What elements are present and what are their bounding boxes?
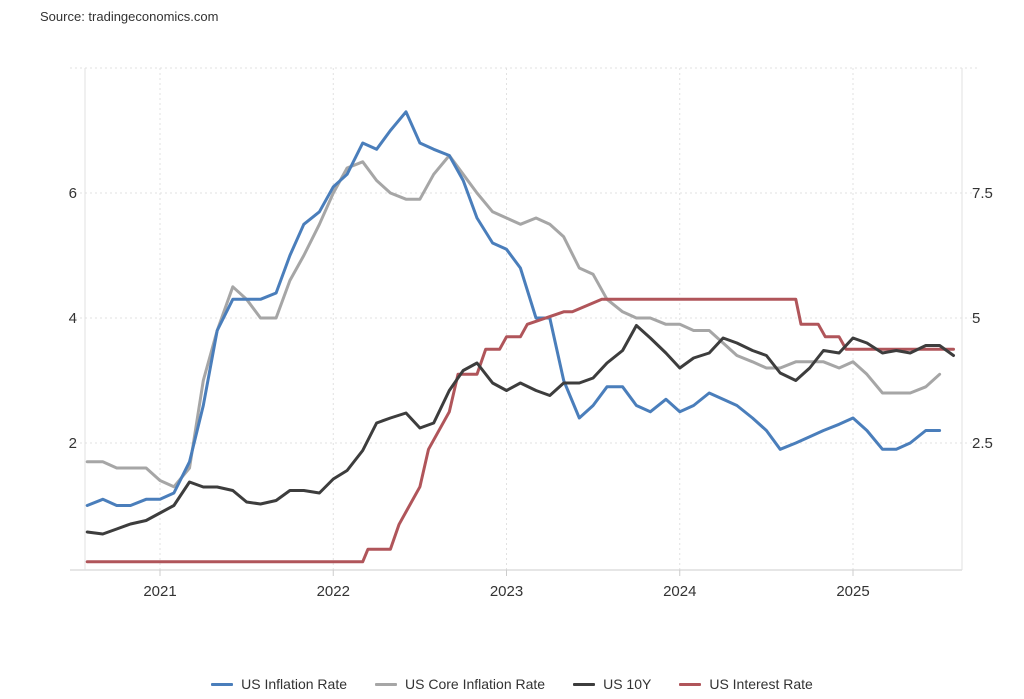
x-tick-label: 2022 xyxy=(317,583,350,600)
y-right-tick-label: 2.5 xyxy=(972,435,993,452)
legend-swatch xyxy=(573,682,596,686)
tick-labels: 2021 2022 2023 2024 2025 2 4 6 2.5 5 7.5 xyxy=(69,185,993,600)
y-left-tick-label: 2 xyxy=(69,435,77,452)
legend-item[interactable]: US Interest Rate xyxy=(679,676,813,692)
y-left-tick-label: 6 xyxy=(69,185,77,202)
legend-item[interactable]: US Inflation Rate xyxy=(211,676,347,692)
x-tick-label: 2021 xyxy=(143,583,176,600)
y-left-tick-label: 4 xyxy=(69,310,77,327)
y-right-tick-label: 7.5 xyxy=(972,185,993,202)
grid-lines xyxy=(70,67,977,570)
series-line-us-10y xyxy=(85,324,955,536)
y-right-tick-label: 5 xyxy=(972,310,980,327)
series-line-us-inflation-rate xyxy=(85,110,942,507)
legend-swatch xyxy=(211,682,234,686)
legend-item[interactable]: US Core Inflation Rate xyxy=(375,676,545,692)
legend-label: US 10Y xyxy=(603,676,652,692)
x-tick-label: 2024 xyxy=(663,583,696,600)
legend-label: US Inflation Rate xyxy=(241,676,347,692)
x-tick-label: 2023 xyxy=(490,583,523,600)
chart-legend: US Inflation Rate US Core Inflation Rate U… xyxy=(0,676,1024,692)
x-tick-label: 2025 xyxy=(836,583,869,600)
legend-label: US Core Inflation Rate xyxy=(405,676,546,692)
series-line-us-interest-rate xyxy=(85,297,955,564)
legend-label: US Interest Rate xyxy=(709,676,813,692)
axes xyxy=(70,68,963,576)
legend-item[interactable]: US 10Y xyxy=(573,676,651,692)
legend-swatch xyxy=(375,682,397,686)
source-label: Source: tradingeconomics.com xyxy=(40,9,219,24)
legend-swatch xyxy=(679,682,702,686)
series-layer xyxy=(85,110,955,564)
series-line-us-core-inflation-rate xyxy=(85,154,942,489)
